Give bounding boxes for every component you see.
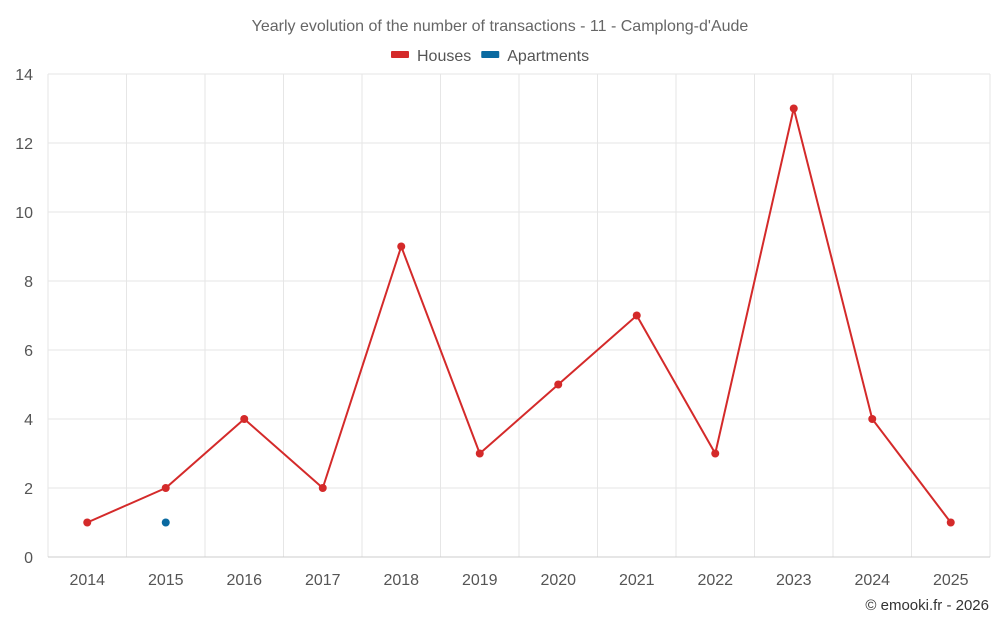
y-tick-label: 0: [24, 550, 33, 567]
chart-title: Yearly evolution of the number of transa…: [252, 18, 749, 35]
x-tick-label: 2017: [305, 572, 341, 589]
y-axis-ticks: 0 2 4 6 8 10 12 14: [15, 67, 33, 567]
y-tick-label: 10: [15, 205, 33, 222]
data-point[interactable]: [397, 242, 406, 251]
series-line: [86, 107, 952, 524]
data-point[interactable]: [868, 415, 877, 423]
y-tick-label: 4: [24, 412, 33, 429]
y-tick-label: 14: [15, 67, 33, 84]
x-tick-label: 2024: [854, 572, 890, 589]
y-tick-label: 12: [15, 136, 33, 153]
chart-legend: Houses Apartments: [391, 48, 589, 65]
legend-swatch: [391, 51, 409, 58]
data-point[interactable]: [632, 311, 641, 320]
data-point[interactable]: [83, 518, 92, 527]
legend-swatch: [481, 51, 500, 58]
data-point[interactable]: [318, 484, 327, 492]
data-point[interactable]: [240, 415, 249, 423]
x-tick-label: 2014: [69, 572, 105, 589]
data-point[interactable]: [554, 380, 563, 389]
x-tick-label: 2015: [148, 572, 184, 589]
series-houses: [83, 104, 955, 527]
legend-item-houses[interactable]: Houses: [391, 48, 471, 65]
data-point[interactable]: [161, 484, 170, 492]
data-point[interactable]: [161, 518, 170, 527]
x-tick-label: 2018: [383, 572, 419, 589]
x-tick-label: 2022: [697, 572, 733, 589]
x-tick-label: 2021: [619, 572, 655, 589]
series-layer: [83, 104, 955, 527]
y-tick-label: 6: [24, 343, 33, 360]
x-tick-label: 2025: [933, 572, 969, 589]
chart-credit: © emooki.fr - 2026: [865, 597, 989, 614]
y-tick-label: 8: [24, 274, 33, 291]
data-point[interactable]: [789, 104, 798, 113]
y-tick-label: 2: [24, 481, 33, 498]
legend-label: Apartments: [507, 48, 589, 65]
x-tick-label: 2023: [776, 572, 812, 589]
data-point[interactable]: [711, 449, 720, 458]
legend-label: Houses: [417, 48, 471, 65]
series-apartments: [161, 518, 170, 527]
x-tick-label: 2019: [462, 572, 498, 589]
data-point[interactable]: [475, 449, 484, 458]
x-tick-label: 2016: [226, 572, 262, 589]
data-point[interactable]: [946, 518, 955, 527]
grid-lines: [47, 73, 991, 557]
x-tick-label: 2020: [540, 572, 576, 589]
legend-item-apartments[interactable]: Apartments: [481, 48, 589, 65]
x-axis-ticks: 2014 2015 2016 2017 2018 2019 2020 2021 2022 2023…: [69, 572, 968, 589]
